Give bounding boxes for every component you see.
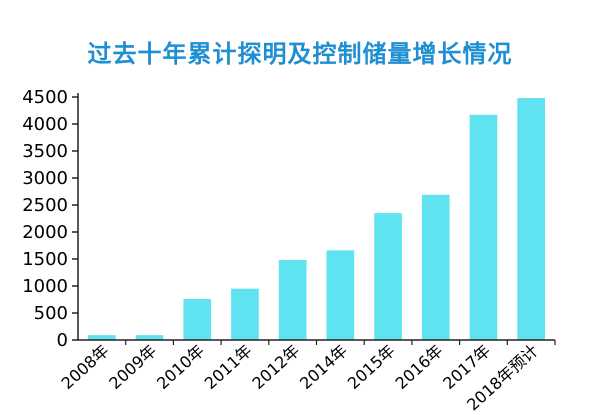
chart-title: 过去十年累计探明及控制储量增长情况 [87, 40, 513, 68]
x-category-label: 2012年 [248, 341, 303, 393]
y-tick-label: 2500 [22, 195, 68, 216]
y-tick-label: 4000 [22, 114, 68, 135]
x-axis: 2008年2009年2010年2011年2012年2014年2015年2016年… [58, 339, 556, 414]
y-tick-label: 1000 [22, 276, 68, 297]
bar [88, 335, 116, 340]
bar [326, 250, 355, 340]
x-category-label: 2010年 [153, 341, 208, 393]
bar [374, 213, 402, 340]
bar [231, 288, 259, 340]
bar [421, 194, 450, 340]
y-tick-label: 3500 [22, 141, 68, 162]
y-tick-label: 0 [57, 330, 68, 351]
x-category-label: 2009年 [105, 341, 160, 393]
y-axis: 0 500 1000 1500 2000 2500 3000 3500 4000 4500 [22, 87, 79, 351]
bar [135, 335, 164, 340]
x-category-label: 2011年 [201, 341, 256, 393]
y-tick-label: 500 [34, 303, 68, 324]
bar [183, 298, 212, 340]
y-tick-label: 1500 [22, 249, 68, 270]
bar [517, 98, 545, 340]
bars [88, 98, 545, 340]
y-tick-label: 3000 [22, 168, 68, 189]
y-tick-label: 4500 [22, 87, 68, 108]
y-tick-label: 2000 [22, 222, 68, 243]
x-category-label: 2014年 [296, 341, 351, 393]
bar [278, 260, 307, 340]
x-category-label: 2015年 [344, 341, 399, 393]
bar [469, 114, 498, 340]
x-category-label: 2016年 [392, 341, 447, 393]
